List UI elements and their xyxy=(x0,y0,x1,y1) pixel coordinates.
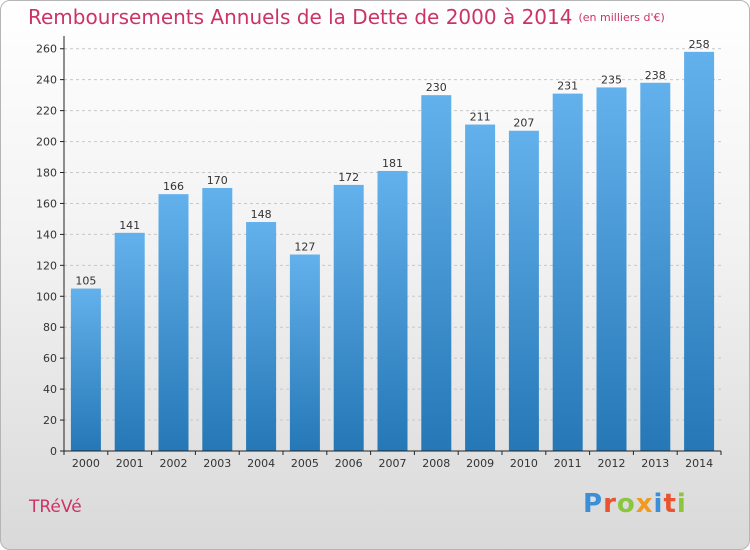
x-tick-label: 2007 xyxy=(379,457,407,470)
x-tick-label: 2011 xyxy=(554,457,582,470)
x-tick-label: 2002 xyxy=(160,457,188,470)
bar-value-label: 166 xyxy=(163,180,184,193)
chart-title: Remboursements Annuels de la Dette de 20… xyxy=(28,5,665,29)
y-tick-label: 120 xyxy=(36,259,57,272)
bar-value-label: 148 xyxy=(251,208,272,221)
bar-value-label: 211 xyxy=(470,111,491,124)
y-tick-label: 220 xyxy=(36,105,57,118)
bar-value-label: 235 xyxy=(601,73,622,86)
bar-2006 xyxy=(333,184,364,452)
x-tick-label: 2013 xyxy=(641,457,669,470)
bar-value-label: 258 xyxy=(689,38,710,51)
bar-2001 xyxy=(114,232,145,451)
x-tick-label: 2000 xyxy=(72,457,100,470)
chart-unit: (en milliers d'€) xyxy=(578,11,665,24)
bar-value-label: 172 xyxy=(338,171,359,184)
x-tick-label: 2014 xyxy=(685,457,713,470)
bar-2009 xyxy=(465,124,496,451)
bar-value-label: 105 xyxy=(75,275,96,288)
x-tick-label: 2005 xyxy=(291,457,319,470)
logo-letter: o xyxy=(616,489,636,519)
y-tick-label: 20 xyxy=(43,414,57,427)
bar-2003 xyxy=(202,187,233,451)
bar-2010 xyxy=(508,130,539,452)
bar-2002 xyxy=(158,194,189,452)
bar-2008 xyxy=(421,95,452,451)
commune-name: TRéVé xyxy=(29,497,82,517)
bar-value-label: 231 xyxy=(557,80,578,93)
y-tick-label: 100 xyxy=(36,290,57,303)
y-tick-label: 0 xyxy=(50,445,57,458)
y-tick-label: 180 xyxy=(36,167,57,180)
bar-value-label: 230 xyxy=(426,81,447,94)
labels: 0 20 40 60 80 100 120 140 160 180 200 220 240 260 105 2… xyxy=(36,38,713,470)
x-tick-label: 2006 xyxy=(335,457,363,470)
bar-2004 xyxy=(246,222,277,451)
proxiti-logo[interactable]: Proxiti xyxy=(583,489,687,519)
bar-value-label: 207 xyxy=(513,117,534,130)
x-tick-label: 2009 xyxy=(466,457,494,470)
y-tick-label: 200 xyxy=(36,136,57,149)
x-tick-label: 2008 xyxy=(422,457,450,470)
bar-2005 xyxy=(289,254,320,451)
y-tick-label: 40 xyxy=(43,383,57,396)
bar-value-label: 127 xyxy=(294,241,315,254)
y-tick-label: 260 xyxy=(36,43,57,56)
bar-value-label: 141 xyxy=(119,219,140,232)
x-tick-label: 2010 xyxy=(510,457,538,470)
y-tick-label: 240 xyxy=(36,74,57,87)
bars xyxy=(70,51,715,452)
bar-2011 xyxy=(552,93,583,452)
x-tick-label: 2003 xyxy=(203,457,231,470)
bar-value-label: 238 xyxy=(645,69,666,82)
logo-letter: P xyxy=(583,489,604,519)
bar-2013 xyxy=(640,82,671,451)
bar-2012 xyxy=(596,87,627,451)
y-tick-label: 80 xyxy=(43,321,57,334)
logo-letter: t xyxy=(663,489,677,519)
bar-2014 xyxy=(684,51,715,451)
y-tick-label: 160 xyxy=(36,197,57,210)
chart-title-text: Remboursements Annuels de la Dette de 20… xyxy=(28,5,573,29)
y-tick-label: 140 xyxy=(36,228,57,241)
logo-letter: x xyxy=(635,489,654,519)
x-tick-label: 2001 xyxy=(116,457,144,470)
logo-letter: i xyxy=(676,489,687,519)
bar-2000 xyxy=(70,288,101,451)
x-tick-label: 2012 xyxy=(598,457,626,470)
bar-value-label: 170 xyxy=(207,174,228,187)
x-tick-label: 2004 xyxy=(247,457,275,470)
bar-value-label: 181 xyxy=(382,157,403,170)
logo-letter: r xyxy=(603,489,617,519)
logo-letter: i xyxy=(653,489,664,519)
y-tick-label: 60 xyxy=(43,352,57,365)
bar-2007 xyxy=(377,170,408,451)
